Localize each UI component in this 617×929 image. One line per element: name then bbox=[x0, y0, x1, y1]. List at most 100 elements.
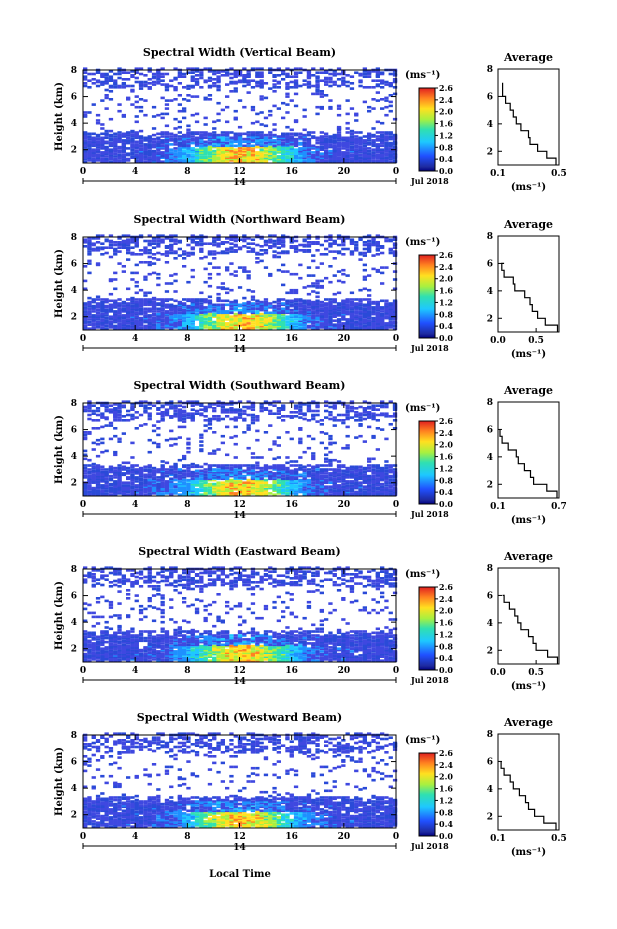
data-cell bbox=[255, 156, 260, 159]
data-cell bbox=[177, 318, 182, 321]
data-cell bbox=[104, 88, 109, 92]
data-cell bbox=[190, 251, 195, 255]
data-cell bbox=[147, 156, 152, 159]
data-cell bbox=[151, 159, 157, 162]
data-cell bbox=[130, 489, 135, 492]
data-cell bbox=[134, 316, 139, 320]
data-cell bbox=[263, 484, 269, 487]
data-cell bbox=[190, 86, 195, 89]
data-cell bbox=[306, 249, 312, 252]
data-cell bbox=[392, 299, 398, 303]
data-cell bbox=[160, 473, 165, 477]
data-cell bbox=[225, 137, 230, 141]
data-cell bbox=[177, 300, 182, 304]
data-cell bbox=[194, 67, 200, 70]
data-cell bbox=[384, 83, 389, 86]
data-cell bbox=[354, 473, 359, 477]
data-cell bbox=[212, 149, 217, 153]
data-cell bbox=[362, 307, 367, 311]
data-cell bbox=[151, 237, 157, 240]
data-cell bbox=[306, 482, 312, 486]
data-cell bbox=[164, 488, 170, 491]
data-cell bbox=[255, 74, 260, 77]
data-cell bbox=[237, 125, 243, 129]
data-cell bbox=[328, 159, 333, 162]
data-cell bbox=[263, 153, 269, 157]
data-cell bbox=[242, 486, 247, 490]
data-cell bbox=[281, 141, 286, 145]
data-cell bbox=[147, 488, 152, 491]
data-cell bbox=[220, 282, 225, 285]
avg-x-unit: (ms⁻¹) bbox=[511, 349, 546, 360]
data-cell bbox=[293, 320, 299, 324]
data-cell bbox=[285, 83, 290, 86]
data-cell bbox=[306, 75, 312, 78]
data-cell bbox=[388, 311, 393, 315]
data-cell bbox=[138, 67, 144, 70]
data-cell bbox=[354, 148, 359, 151]
data-cell bbox=[362, 311, 367, 315]
data-cell bbox=[113, 482, 118, 486]
data-cell bbox=[367, 316, 372, 320]
data-cell bbox=[147, 310, 152, 313]
data-cell bbox=[177, 476, 182, 479]
data-cell bbox=[207, 299, 213, 303]
data-cell bbox=[259, 133, 264, 137]
data-cell bbox=[100, 75, 105, 78]
data-cell bbox=[392, 320, 398, 324]
data-cell bbox=[371, 300, 376, 304]
data-cell bbox=[311, 259, 316, 263]
data-cell bbox=[362, 473, 367, 477]
data-cell bbox=[306, 74, 312, 77]
data-cell bbox=[276, 316, 281, 320]
data-cell bbox=[169, 482, 174, 486]
data-cell bbox=[272, 486, 277, 490]
data-cell bbox=[130, 486, 135, 490]
data-cell bbox=[306, 140, 312, 144]
data-cell bbox=[143, 160, 148, 163]
data-cell bbox=[388, 94, 393, 97]
data-cell bbox=[259, 300, 264, 304]
data-cell bbox=[315, 484, 320, 487]
data-cell bbox=[328, 72, 333, 76]
data-cell bbox=[302, 492, 307, 495]
data-cell bbox=[336, 477, 342, 481]
data-cell bbox=[324, 474, 329, 478]
data-cell bbox=[268, 71, 273, 74]
data-cell bbox=[182, 140, 187, 144]
data-cell bbox=[285, 310, 290, 313]
data-cell bbox=[212, 243, 217, 247]
data-cell bbox=[233, 312, 238, 316]
data-cell bbox=[216, 298, 221, 301]
data-cell bbox=[246, 326, 251, 329]
data-cell bbox=[95, 302, 101, 305]
data-cell bbox=[229, 144, 234, 148]
data-cell bbox=[113, 326, 118, 329]
data-cell bbox=[160, 322, 165, 325]
data-cell bbox=[268, 149, 273, 153]
data-cell bbox=[285, 492, 290, 495]
data-cell bbox=[134, 263, 139, 267]
data-cell bbox=[315, 90, 320, 93]
data-cell bbox=[298, 473, 303, 477]
data-cell bbox=[380, 492, 385, 495]
colorbar-tick-label: 0.4 bbox=[439, 321, 453, 331]
data-cell bbox=[220, 108, 225, 112]
data-cell bbox=[113, 287, 118, 291]
colorbar-tick-label: 1.6 bbox=[439, 119, 453, 129]
data-cell bbox=[207, 304, 213, 308]
data-cell bbox=[319, 472, 324, 475]
data-cell bbox=[203, 318, 208, 321]
data-cell bbox=[156, 326, 161, 329]
data-cell bbox=[134, 306, 139, 309]
data-cell bbox=[293, 92, 299, 96]
data-cell bbox=[182, 316, 187, 320]
data-cell bbox=[289, 288, 294, 292]
data-cell bbox=[190, 302, 195, 305]
data-cell bbox=[293, 144, 299, 148]
data-cell bbox=[100, 136, 105, 140]
data-cell bbox=[250, 484, 256, 487]
data-cell bbox=[147, 255, 152, 259]
data-cell bbox=[177, 239, 182, 243]
data-cell bbox=[194, 80, 200, 84]
